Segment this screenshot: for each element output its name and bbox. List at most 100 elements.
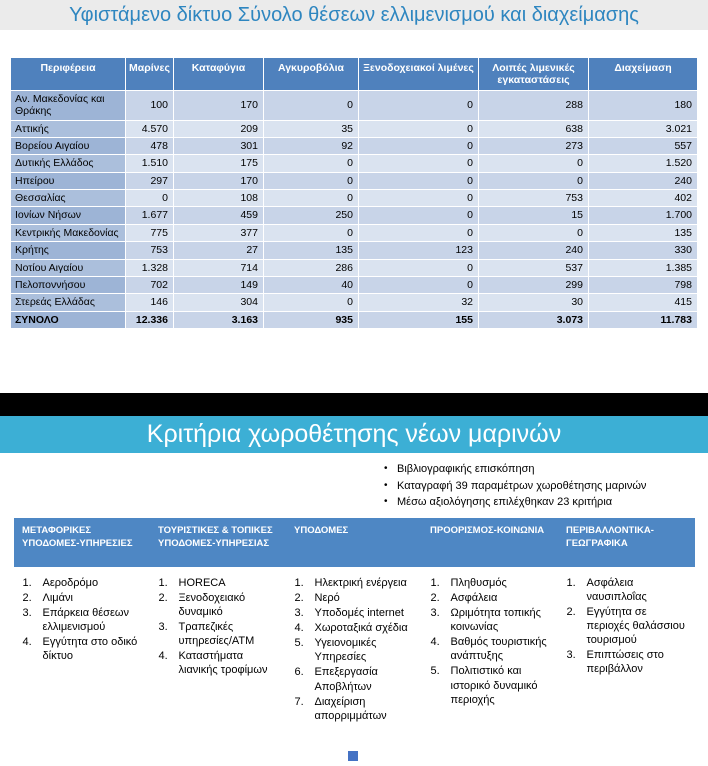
- criteria-list: Πληθυσμός Ασφάλεια Ωριμότητα τοπικής κοι…: [430, 576, 554, 707]
- criteria-item: Τραπεζικές υπηρεσίες/ATM: [159, 620, 255, 648]
- criteria-header-destination: ΠΡΟΟΡΙΣΜΟΣ-ΚΟΙΝΩΝΙΑ: [422, 518, 559, 567]
- table-row: Δυτικής Ελλάδος 1.510 175 0 0 0 1.520: [10, 154, 698, 173]
- value-cell: 4.570: [125, 119, 174, 138]
- value-cell: 0: [358, 119, 479, 138]
- value-cell: 0: [358, 206, 479, 225]
- criteria-header-infrastructure: ΥΠΟΔΟΜΕΣ: [286, 518, 423, 567]
- value-cell: 135: [263, 241, 359, 260]
- table-row: Θεσσαλίας 0 108 0 0 753 402: [10, 188, 698, 208]
- value-cell: 0: [358, 188, 479, 208]
- value-cell: 753: [478, 188, 589, 208]
- value-cell: 3.073: [478, 310, 589, 330]
- criteria-item: Ωριμότητα τοπικής κοινωνίας: [431, 606, 541, 634]
- value-cell: 537: [478, 258, 589, 277]
- value-cell: 146: [125, 293, 174, 312]
- value-cell: 714: [173, 258, 264, 277]
- criteria-item: Επεξεργασία Αποβλήτων: [295, 665, 378, 693]
- column-header-hotel-ports: Ξενοδοχειακοί λιμένες: [358, 57, 479, 91]
- column-header-wintering: Διαχείμαση: [588, 57, 698, 91]
- value-cell: 180: [588, 89, 698, 121]
- criteria-item: Βαθμός τουριστικής ανάπτυξης: [431, 635, 547, 663]
- value-cell: 30: [478, 293, 589, 312]
- value-cell: 0: [478, 223, 589, 243]
- value-cell: 1.700: [588, 206, 698, 225]
- criteria-item: Πολιτιστικό και ιστορικό δυναμικό περιοχ…: [431, 664, 538, 706]
- value-cell: 0: [358, 223, 479, 243]
- value-cell: 935: [263, 310, 359, 330]
- criteria-list: Αεροδρόμο Λιμάνι Επάρκεια θέσεων ελλιμεν…: [22, 576, 146, 663]
- value-cell: 288: [478, 89, 589, 121]
- criteria-item: Επάρκεια θέσεων ελλιμενισμού: [23, 606, 129, 634]
- slide-separator-band: [0, 393, 708, 416]
- value-cell: 330: [588, 241, 698, 260]
- table-row: Βορείου Αιγαίου 478 301 92 0 273 557: [10, 136, 698, 156]
- value-cell: 0: [358, 275, 479, 295]
- slide2-title-bar: Κριτήρια χωροθέτησης νέων μαρινών: [0, 416, 708, 453]
- value-cell: 100: [125, 89, 174, 121]
- criteria-item: HORECA: [159, 576, 226, 590]
- criteria-item: Υγειονομικές Υπηρεσίες: [295, 636, 377, 664]
- bullet-item: Μέσω αξιολόγησης επιλέχθηκαν 23 κριτήρια: [384, 494, 684, 511]
- slide1-title: Υφιστάμενο δίκτυο Σύνολο θέσεων ελλιμενι…: [69, 3, 639, 26]
- criteria-column: Πληθυσμός Ασφάλεια Ωριμότητα τοπικής κοι…: [422, 566, 559, 724]
- table-row: Στερεάς Ελλάδας 146 304 0 32 30 415: [10, 293, 698, 312]
- region-cell: Κεντρικής Μακεδονίας: [10, 223, 126, 243]
- value-cell: 240: [478, 241, 589, 260]
- region-cell: Ηπείρου: [10, 171, 126, 191]
- value-cell: 1.520: [588, 154, 698, 173]
- value-cell: 273: [478, 136, 589, 156]
- value-cell: 0: [358, 258, 479, 277]
- table-row: Αττικής 4.570 209 35 0 638 3.021: [10, 119, 698, 138]
- marina-inventory-table: Περιφέρεια Μαρίνες Καταφύγια Αγκυροβόλια…: [10, 57, 698, 330]
- value-cell: 40: [263, 275, 359, 295]
- value-cell: 304: [173, 293, 264, 312]
- value-cell: 240: [588, 171, 698, 191]
- criteria-header-row: ΜΕΤΑΦΟΡΙΚΕΣ ΥΠΟΔΟΜΕΣ-ΥΠΗΡΕΣΙΕΣ ΤΟΥΡΙΣΤΙΚ…: [14, 518, 695, 567]
- bullet-item: Βιβλιογραφικής επισκόπηση: [384, 461, 684, 478]
- value-cell: 459: [173, 206, 264, 225]
- region-cell: Πελοποννήσου: [10, 275, 126, 295]
- table-row: Ιονίων Νήσων 1.677 459 250 0 15 1.700: [10, 206, 698, 225]
- criteria-item: Καταστήματα λιανικής τροφίμων: [159, 649, 268, 677]
- criteria-item: Επιπτώσεις στο περιβάλλον: [567, 648, 664, 676]
- value-cell: 0: [358, 154, 479, 173]
- value-cell: 286: [263, 258, 359, 277]
- value-cell: 702: [125, 275, 174, 295]
- value-cell: 0: [478, 154, 589, 173]
- criteria-list: HORECA Ξενοδοχειακό δυναμικό Τραπεζικές …: [158, 576, 282, 678]
- slide2-title: Κριτήρια χωροθέτησης νέων μαρινών: [146, 420, 562, 448]
- criteria-item: Εγγύτητα σε περιοχές θαλάσσιου τουρισμού: [567, 605, 685, 647]
- criteria-item: Λιμάνι: [23, 591, 73, 605]
- value-cell: 798: [588, 275, 698, 295]
- region-cell: Δυτικής Ελλάδος: [10, 154, 126, 173]
- value-cell: 27: [173, 241, 264, 260]
- criteria-table: ΜΕΤΑΦΟΡΙΚΕΣ ΥΠΟΔΟΜΕΣ-ΥΠΗΡΕΣΙΕΣ ΤΟΥΡΙΣΤΙΚ…: [14, 518, 695, 724]
- value-cell: 35: [263, 119, 359, 138]
- region-cell: Κρήτης: [10, 241, 126, 260]
- value-cell: 12.336: [125, 310, 174, 330]
- value-cell: 3.163: [173, 310, 264, 330]
- criteria-header-transport: ΜΕΤΑΦΟΡΙΚΕΣ ΥΠΟΔΟΜΕΣ-ΥΠΗΡΕΣΙΕΣ: [14, 518, 151, 567]
- value-cell: 638: [478, 119, 589, 138]
- criteria-column: Αεροδρόμο Λιμάνι Επάρκεια θέσεων ελλιμεν…: [14, 566, 151, 724]
- column-header-shelters: Καταφύγια: [173, 57, 264, 91]
- value-cell: 92: [263, 136, 359, 156]
- value-cell: 32: [358, 293, 479, 312]
- column-header-marinas: Μαρίνες: [125, 57, 174, 91]
- region-cell-total: ΣΥΝΟΛΟ: [10, 310, 126, 330]
- value-cell: 209: [173, 119, 264, 138]
- value-cell: 170: [173, 89, 264, 121]
- inventory-header-row: Περιφέρεια Μαρίνες Καταφύγια Αγκυροβόλια…: [10, 57, 698, 91]
- value-cell: 0: [263, 171, 359, 191]
- criteria-item: Ηλεκτρική ενέργεια: [295, 576, 407, 590]
- table-row: Αν. Μακεδονίας και Θράκης 100 170 0 0 28…: [10, 89, 698, 121]
- bullet-list: Βιβλιογραφικής επισκόπηση Καταγραφή 39 π…: [384, 461, 684, 511]
- criteria-body-row: Αεροδρόμο Λιμάνι Επάρκεια θέσεων ελλιμεν…: [14, 566, 695, 724]
- slide1-title-bar: Υφιστάμενο δίκτυο Σύνολο θέσεων ελλιμενι…: [0, 0, 708, 30]
- region-cell: Αν. Μακεδονίας και Θράκης: [10, 89, 126, 121]
- criteria-item: Αεροδρόμο: [23, 576, 99, 590]
- value-cell: 123: [358, 241, 479, 260]
- criteria-column: Ηλεκτρική ενέργεια Νερό Υποδομές interne…: [286, 566, 423, 724]
- table-total-row: ΣΥΝΟΛΟ 12.336 3.163 935 155 3.073 11.783: [10, 310, 698, 330]
